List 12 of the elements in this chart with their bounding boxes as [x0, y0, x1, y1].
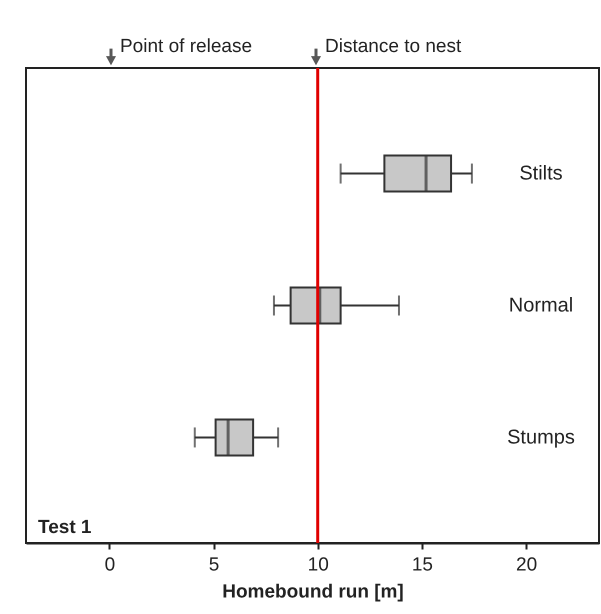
y-tick-label: Stumps — [507, 426, 575, 448]
text: Distance to nest — [325, 36, 462, 57]
annotation: Test 1 — [38, 517, 92, 538]
x-tick-label: 5 — [208, 554, 220, 576]
y-tick-label: Stilts — [519, 162, 563, 185]
x-tick-label: 15 — [412, 554, 433, 576]
x-tick-label: 0 — [104, 554, 116, 576]
x-axis-title: Homebound run [m] — [222, 582, 404, 602]
x-tick-label: 20 — [516, 554, 538, 576]
x-tick-label: 10 — [308, 554, 329, 576]
y-tick-label: Normal — [508, 294, 574, 316]
text: Point of release — [120, 36, 252, 57]
